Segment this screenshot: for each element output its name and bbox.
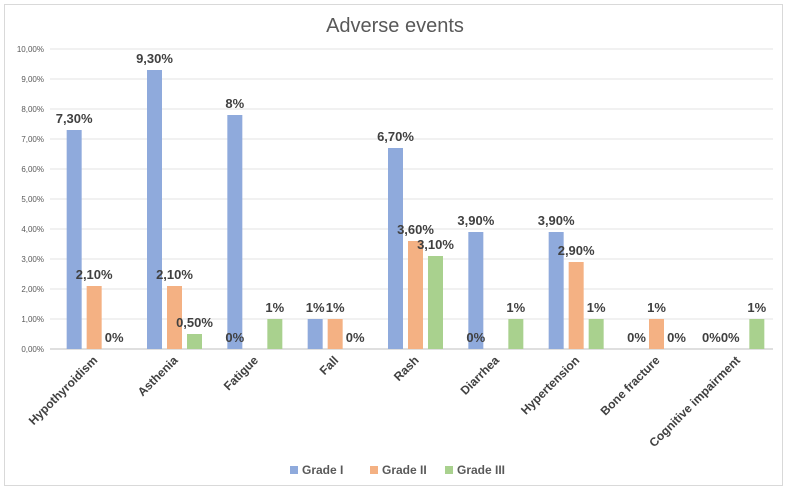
bar-grade-i — [307, 319, 323, 349]
bar-grade-i — [548, 232, 564, 349]
data-label: 3,90% — [538, 213, 575, 228]
data-label: 0% — [466, 330, 485, 345]
y-tick-label: 7,00% — [21, 135, 44, 144]
data-label: 0% — [346, 330, 365, 345]
chart-title: Adverse events — [326, 15, 464, 37]
bar-grade-ii — [327, 319, 343, 349]
legend-label: Grade III — [457, 463, 505, 477]
chart-frame: Adverse events 0,00% 1,00% 2,00% 3,00% 4,00%… — [4, 4, 783, 486]
bar-grade-iii — [267, 319, 283, 349]
data-label: 0% — [225, 330, 244, 345]
x-tick-label: Diarrhea — [458, 353, 503, 398]
y-tick-label: 6,00% — [21, 165, 44, 174]
bar-grade-ii — [408, 241, 423, 349]
x-tick-label: Hypertension — [518, 353, 582, 417]
data-label: 6,70% — [377, 129, 414, 144]
data-label: 3,90% — [457, 213, 494, 228]
bar-grade-i — [388, 148, 403, 349]
y-tick-label: 4,00% — [21, 225, 44, 234]
data-label: 1% — [587, 300, 606, 315]
y-tick-label: 1,00% — [21, 315, 44, 324]
x-tick-label: Rash — [391, 353, 422, 384]
bar-grade-i — [66, 130, 82, 349]
data-label: 3,10% — [417, 237, 454, 252]
legend-label: Grade II — [382, 463, 427, 477]
bar-grade-ii — [86, 286, 102, 349]
data-label: 0,50% — [176, 315, 213, 330]
data-label: 3,60% — [397, 222, 434, 237]
data-label: 1% — [306, 300, 325, 315]
x-tick-label: Fatigue — [221, 353, 261, 393]
y-tick-label: 8,00% — [21, 105, 44, 114]
legend-swatch — [290, 466, 298, 474]
data-label: 9,30% — [136, 51, 173, 66]
bar-grade-i — [468, 232, 484, 349]
bar-grade-ii — [649, 319, 664, 349]
y-tick-label: 3,00% — [21, 255, 44, 264]
data-label: 0% — [667, 330, 686, 345]
y-tick-label: 2,00% — [21, 285, 44, 294]
x-tick-label: Bone fracture — [598, 353, 663, 418]
bar-grade-iii — [187, 334, 202, 349]
bar-grade-iii — [508, 319, 524, 349]
legend-label: Grade I — [302, 463, 343, 477]
bar-grade-ii — [568, 262, 584, 349]
bar-grade-iii — [428, 256, 443, 349]
data-label: 1% — [506, 300, 525, 315]
bar-grade-i — [227, 115, 243, 349]
y-tick-label: 10,00% — [17, 45, 44, 54]
data-label: 0% — [105, 330, 124, 345]
bar-grade-i — [147, 70, 162, 349]
data-label: 2,10% — [76, 267, 113, 282]
bar-grade-ii — [167, 286, 182, 349]
data-label: 1% — [747, 300, 766, 315]
data-label: 1% — [647, 300, 666, 315]
y-tick-label: 0,00% — [21, 345, 44, 354]
legend: Grade I Grade II Grade III — [290, 463, 505, 477]
bar-grade-iii — [588, 319, 604, 349]
x-tick-label: Cognitive impairment — [646, 353, 743, 450]
data-label: 2,90% — [558, 243, 595, 258]
x-tick-label: Hypothyroidism — [26, 353, 100, 427]
data-label: 1% — [265, 300, 284, 315]
x-tick-label: Asthenia — [135, 353, 181, 399]
data-label: 8% — [225, 96, 244, 111]
data-label: 1% — [326, 300, 345, 315]
y-tick-label: 9,00% — [21, 75, 44, 84]
bar-grade-iii — [749, 319, 765, 349]
y-tick-label: 5,00% — [21, 195, 44, 204]
bar-chart: Adverse events 0,00% 1,00% 2,00% 3,00% 4,00%… — [17, 15, 773, 477]
data-label: 7,30% — [56, 111, 93, 126]
data-label: 2,10% — [156, 267, 193, 282]
x-tick-label: Fall — [317, 353, 342, 378]
legend-swatch — [370, 466, 378, 474]
data-label: 0% — [627, 330, 646, 345]
legend-swatch — [445, 466, 453, 474]
data-label: 0%0% — [702, 330, 740, 345]
